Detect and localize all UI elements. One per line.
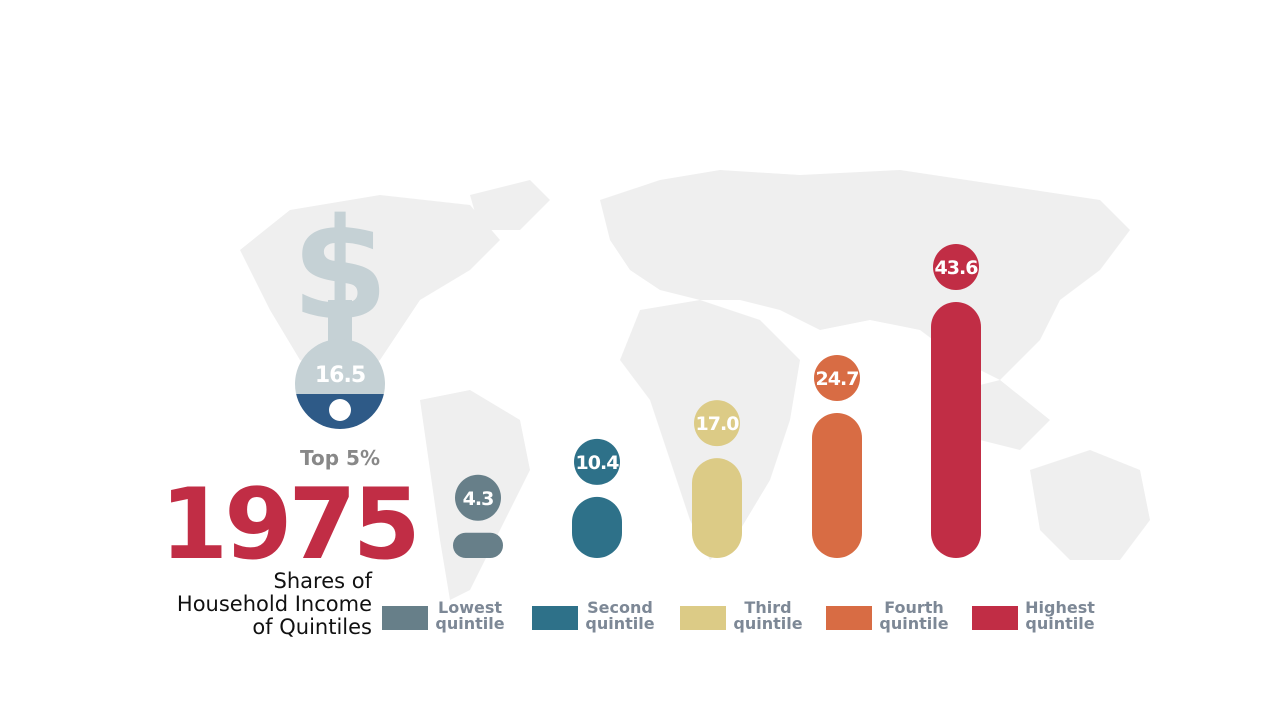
legend-label-line2: quintile bbox=[585, 614, 655, 633]
year-title: 1975 bbox=[160, 468, 421, 582]
value-label-second: 10.4 bbox=[576, 452, 620, 474]
value-label-lowest: 4.3 bbox=[463, 488, 494, 510]
legend-label-highest: Highest quintile bbox=[1024, 600, 1096, 632]
legend-label-line2: quintile bbox=[733, 614, 803, 633]
chart-subtitle: Shares of Household Income of Quintiles bbox=[120, 570, 372, 639]
bar-chart: 4.3 10.4 17.0 24.7 43.6 bbox=[453, 244, 981, 558]
legend-label-line1: Third bbox=[744, 598, 792, 617]
legend-label-line2: quintile bbox=[879, 614, 949, 633]
bar-fourth bbox=[812, 412, 862, 558]
top5-keyhole-dot bbox=[329, 399, 351, 421]
legend-label-third: Third quintile bbox=[732, 600, 804, 632]
legend-swatch-second bbox=[532, 606, 578, 630]
legend-swatch-third bbox=[680, 606, 726, 630]
legend-label-second: Second quintile bbox=[584, 600, 656, 632]
legend-label-line1: Highest bbox=[1025, 598, 1095, 617]
legend-swatch-highest bbox=[972, 606, 1018, 630]
legend-label-line2: quintile bbox=[1025, 614, 1095, 633]
value-badge-fourth bbox=[814, 354, 860, 401]
value-badge-second bbox=[574, 438, 620, 485]
legend-swatch-fourth bbox=[826, 606, 872, 630]
subtitle-line-3: of Quintiles bbox=[252, 615, 372, 639]
legend-swatch-lowest bbox=[382, 606, 428, 630]
bar-third bbox=[692, 458, 742, 558]
value-label-third: 17.0 bbox=[696, 413, 740, 435]
legend-label-lowest: Lowest quintile bbox=[434, 600, 506, 632]
value-badge-highest bbox=[933, 244, 979, 290]
bar-lowest bbox=[453, 532, 503, 558]
bar-highest bbox=[931, 302, 981, 558]
bar-second bbox=[572, 496, 622, 558]
legend-label-line1: Fourth bbox=[884, 598, 944, 617]
subtitle-line-2: Household Income bbox=[176, 592, 372, 616]
legend-label-fourth: Fourth quintile bbox=[878, 600, 950, 632]
top5-dollar-group: $ 16.5 bbox=[291, 189, 389, 429]
legend-label-line2: quintile bbox=[435, 614, 505, 633]
legend-label-line1: Second bbox=[587, 598, 653, 617]
value-label-highest: 43.6 bbox=[935, 257, 979, 279]
legend-label-line1: Lowest bbox=[438, 598, 502, 617]
top5-label: Top 5% bbox=[300, 446, 380, 470]
value-badge-third bbox=[694, 400, 740, 447]
subtitle-line-1: Shares of bbox=[273, 569, 372, 593]
top5-value: 16.5 bbox=[315, 363, 365, 388]
value-badge-lowest bbox=[455, 474, 501, 521]
value-label-fourth: 24.7 bbox=[816, 368, 859, 390]
